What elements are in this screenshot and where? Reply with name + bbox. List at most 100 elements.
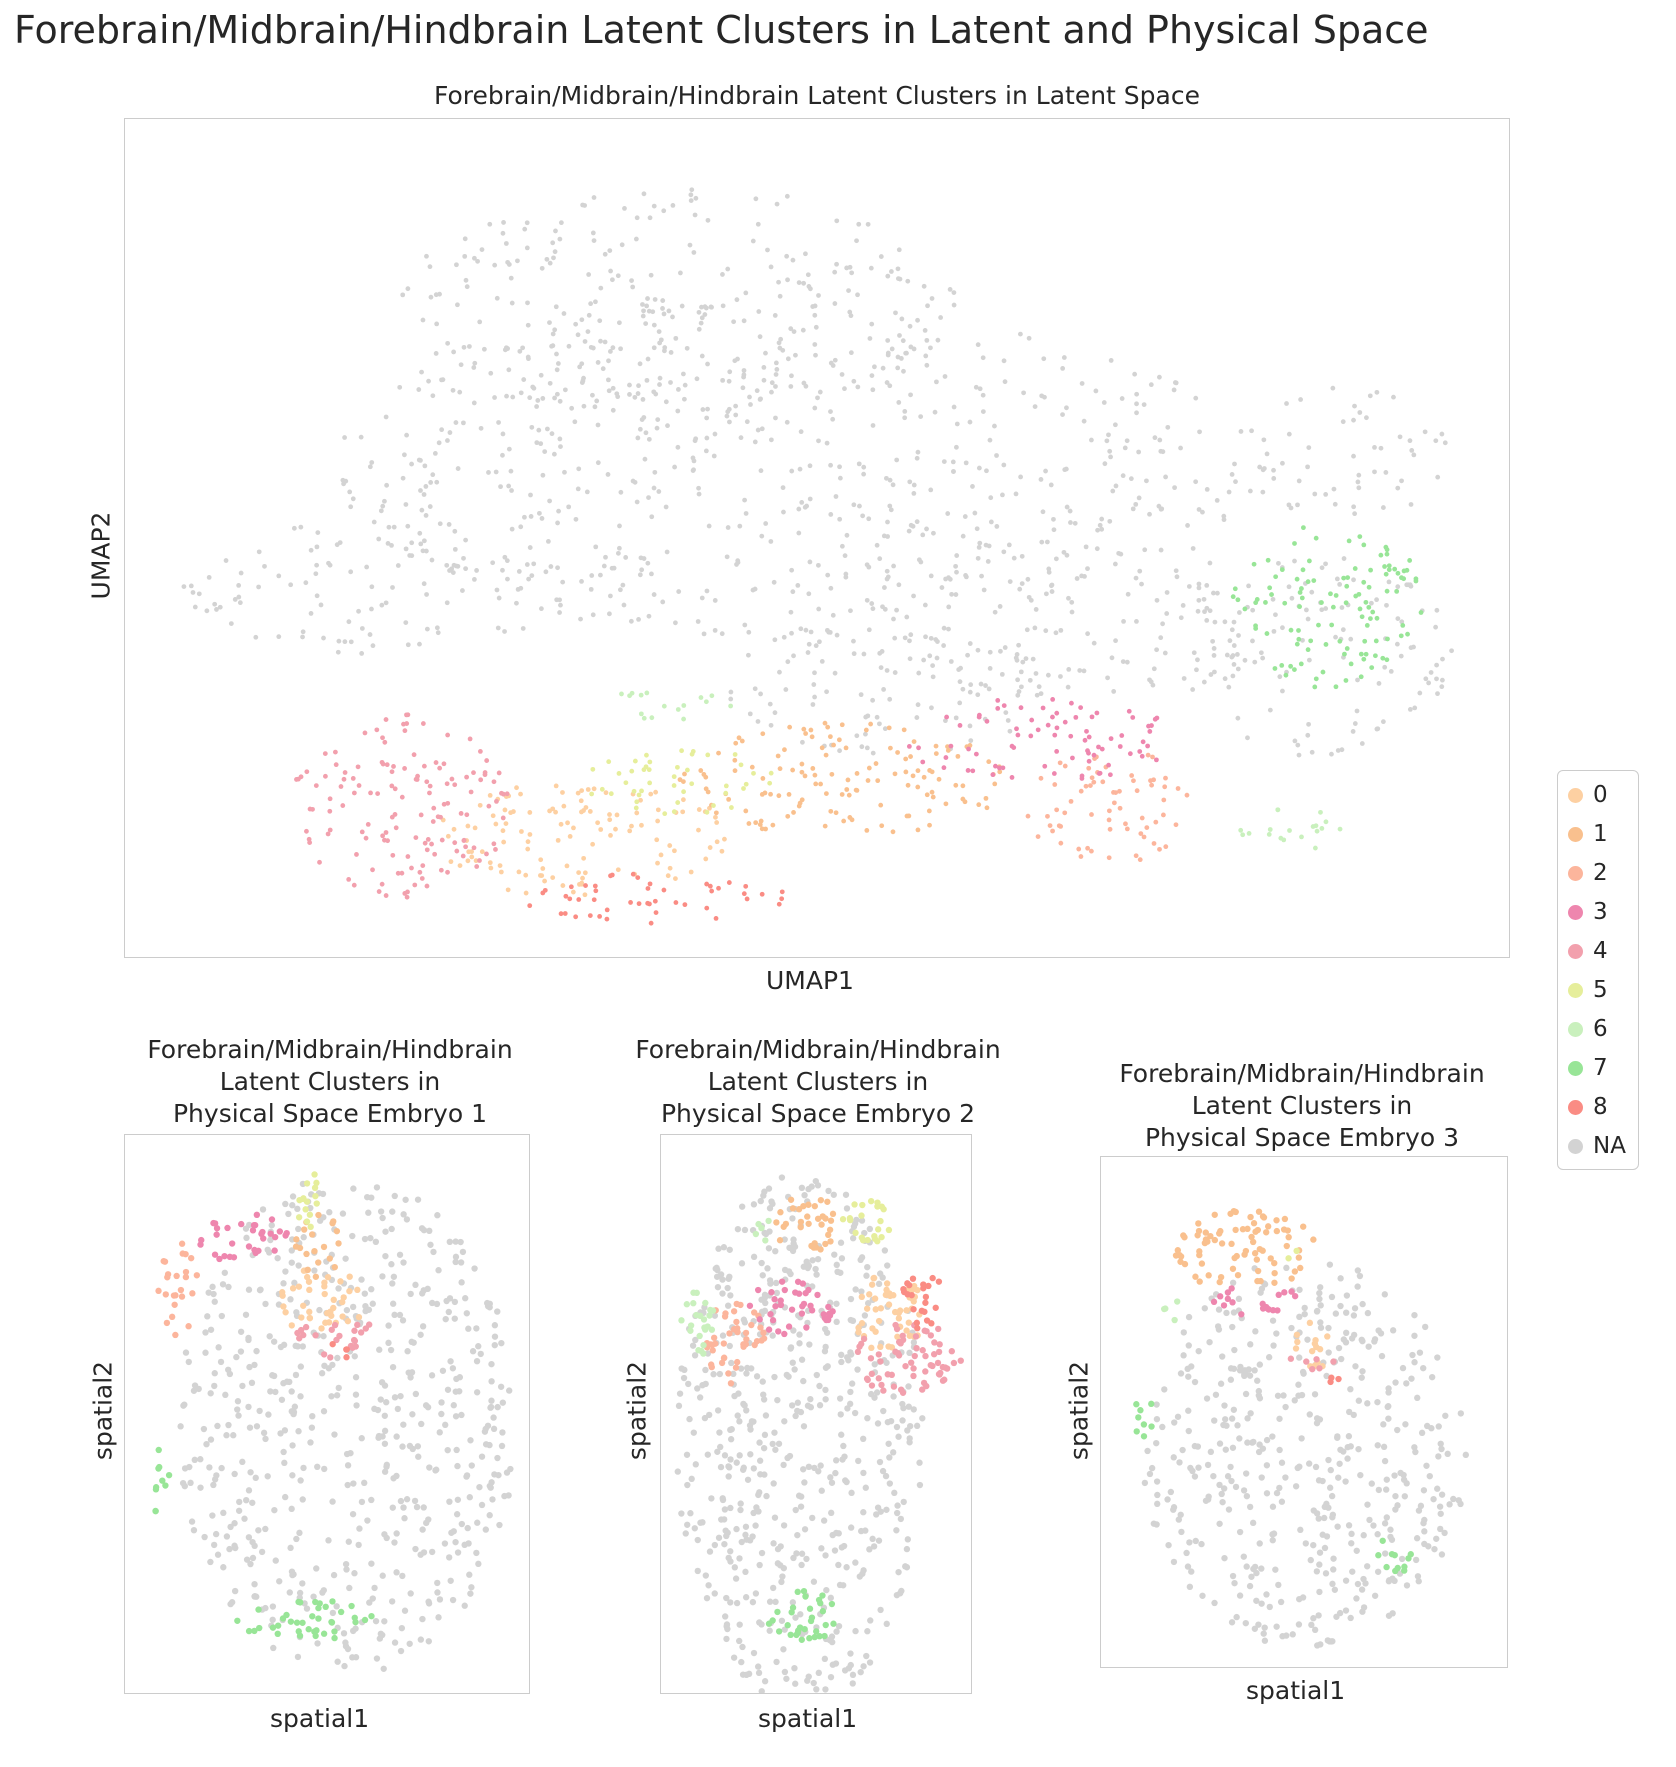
scatter-point [1267,707,1273,713]
scatter-point [427,1241,434,1248]
scatter-point [606,759,612,765]
scatter-point [501,839,507,845]
scatter-point [1163,775,1168,781]
series-cluster-0 [440,783,727,898]
scatter-point [293,1535,300,1543]
scatter-point [720,303,726,309]
scatter-point [237,1348,245,1355]
scatter-point [357,1329,365,1336]
scatter-point [967,743,973,748]
scatter-point [1364,1400,1371,1407]
scatter-point [910,1406,917,1413]
series-cluster-8 [1327,1374,1342,1386]
scatter-point [643,321,649,327]
scatter-point [849,270,855,276]
scatter-point [243,1497,250,1504]
scatter-point [588,301,594,307]
scatter-point [1001,549,1007,555]
scatter-point [841,1453,848,1460]
scatter-point [1350,1312,1358,1319]
scatter-point [1123,821,1128,827]
scatter-point [990,772,996,778]
scatter-point [552,249,558,255]
scatter-point [792,1412,799,1420]
scatter-point [649,571,654,577]
scatter-point [903,1327,910,1334]
scatter-point [884,380,890,385]
scatter-point [1275,1581,1282,1589]
scatter-point [1229,1265,1237,1272]
scatter-point [1136,449,1142,455]
scatter-point [326,560,331,566]
scatter-point [1042,763,1048,769]
legend-marker [1568,1021,1583,1037]
scatter-point [262,1300,269,1308]
scatter-point [925,1282,932,1290]
scatter-point [694,1536,701,1544]
scatter-point [875,1537,883,1544]
scatter-point [928,487,934,493]
scatter-point [1231,619,1237,625]
scatter-point [819,745,825,751]
embryo3-scatter [1133,1208,1469,1649]
scatter-point [1400,622,1406,628]
scatter-point [762,1412,770,1419]
scatter-point [493,847,498,852]
scatter-point [1210,638,1216,644]
scatter-point [939,585,945,590]
scatter-point [243,1234,250,1242]
scatter-point [471,255,477,261]
scatter-point [438,1410,445,1418]
scatter-point [715,1534,723,1541]
legend-item-8: 8 [1568,1091,1608,1123]
scatter-point [444,1386,452,1393]
scatter-point [658,852,664,858]
scatter-point [368,1560,375,1567]
scatter-point [1272,1566,1279,1573]
scatter-point [449,776,455,782]
scatter-point [800,739,805,745]
scatter-point [773,372,779,377]
scatter-point [740,385,746,391]
scatter-point [1246,583,1251,589]
scatter-point [718,1516,725,1523]
scatter-point [385,1322,392,1329]
scatter-point [1246,831,1252,836]
scatter-point [773,360,779,366]
scatter-point [1106,432,1111,438]
scatter-point [518,791,523,797]
scatter-point [741,786,746,791]
scatter-point [209,1512,216,1519]
scatter-point [399,870,405,876]
scatter-point [1347,1443,1354,1450]
scatter-point [359,626,365,631]
scatter-point [1015,732,1021,738]
scatter-point [268,1216,276,1223]
scatter-point [866,1225,874,1233]
scatter-point [618,489,624,495]
scatter-point [1053,556,1059,562]
scatter-point [1252,1328,1259,1335]
scatter-point [1111,789,1116,795]
scatter-point [368,790,373,796]
scatter-point [439,427,445,433]
scatter-point [1224,1473,1232,1480]
scatter-point [716,750,721,756]
scatter-point [200,1425,208,1433]
scatter-point [1330,1358,1337,1365]
scatter-point [931,530,936,536]
scatter-point [475,1560,482,1568]
scatter-point [645,356,651,362]
scatter-point [1378,552,1384,558]
scatter-point [928,573,934,579]
scatter-point [799,761,805,767]
scatter-point [837,464,842,470]
scatter-point [1269,592,1274,597]
scatter-point [297,1363,305,1370]
scatter-point [523,890,529,896]
scatter-point [1089,775,1095,781]
scatter-point [734,1358,741,1366]
scatter-point [1242,1619,1249,1627]
scatter-point [505,259,511,265]
scatter-point [428,1548,436,1556]
